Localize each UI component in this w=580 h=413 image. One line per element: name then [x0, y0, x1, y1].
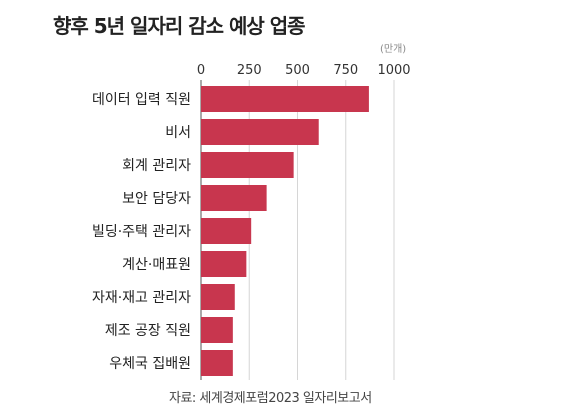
bar: [201, 86, 369, 112]
bar: [201, 218, 252, 244]
category-label: 데이터 입력 직원: [92, 92, 191, 108]
bar: [201, 317, 233, 343]
category-label: 보안 담당자: [122, 191, 191, 207]
bar: [201, 284, 235, 310]
x-tick-label: 500: [285, 63, 310, 78]
x-tick-label: 1000: [377, 63, 410, 78]
x-tick-label: 250: [237, 63, 262, 78]
category-label: 빌딩·주택 관리자: [92, 224, 191, 240]
chart-title: 향후 5년 일자리 감소 예상 업종: [53, 14, 306, 38]
source-note: 자료: 세계경제포럼2023 일자리보고서: [169, 391, 372, 406]
category-label: 비서: [165, 125, 191, 141]
unit-label: (만개): [380, 44, 407, 55]
x-tick-label: 0: [197, 63, 205, 78]
x-tick-label: 750: [333, 63, 358, 78]
category-label: 자재·재고 관리자: [92, 290, 191, 306]
bar: [201, 119, 319, 145]
bar: [201, 152, 294, 178]
category-label: 제조 공장 직원: [105, 323, 191, 339]
bar: [201, 185, 267, 211]
category-label: 계산·매표원: [122, 257, 191, 273]
category-label: 우체국 집배원: [109, 356, 191, 372]
category-label: 회계 관리자: [122, 158, 191, 174]
bar: [201, 251, 247, 277]
bar: [201, 350, 233, 376]
